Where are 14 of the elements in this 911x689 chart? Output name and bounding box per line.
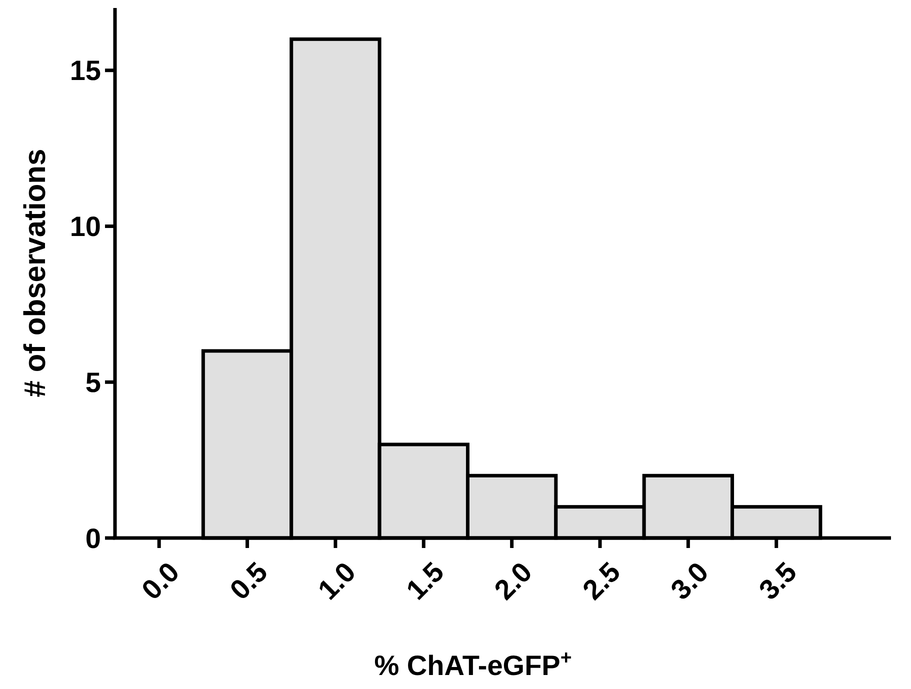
x-tick-label: 0.5 bbox=[224, 556, 274, 606]
x-tick-label: 2.0 bbox=[488, 556, 538, 606]
x-axis-title: % ChAT-eGFP$^{+}$ bbox=[374, 647, 572, 681]
y-tick-label: 5 bbox=[85, 366, 101, 398]
x-tick-label: 1.5 bbox=[400, 556, 450, 606]
x-tick-label: 3.0 bbox=[664, 556, 714, 606]
y-tick-label: 0 bbox=[85, 522, 101, 554]
x-tick-label: 2.5 bbox=[576, 556, 626, 606]
y-tick-label: 10 bbox=[70, 211, 101, 242]
x-tick-label: 1.0 bbox=[312, 556, 362, 606]
y-tick-label: 15 bbox=[70, 55, 101, 86]
x-tick-label: 0.0 bbox=[136, 556, 186, 606]
x-tick-label: 3.5 bbox=[753, 556, 802, 606]
y-axis-title: # of observations bbox=[19, 148, 52, 398]
